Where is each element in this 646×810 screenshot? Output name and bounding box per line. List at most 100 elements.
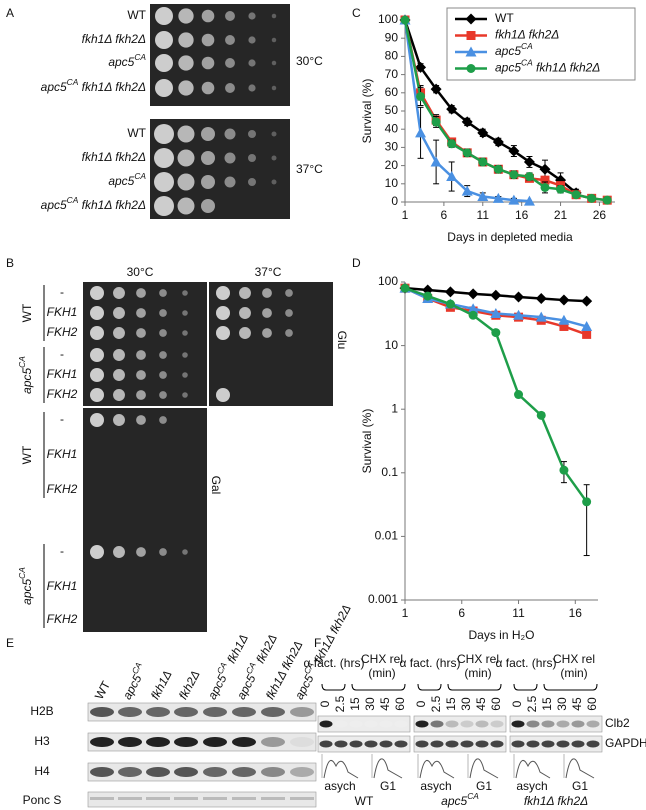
strain-label: WT xyxy=(127,126,146,140)
colony-spot xyxy=(136,350,146,360)
text-part: apc5 xyxy=(205,672,230,702)
blot-band xyxy=(430,720,444,728)
lane-bracket xyxy=(447,683,502,691)
colony-spot xyxy=(248,12,256,20)
panel-label: A xyxy=(6,6,14,20)
panel-label: B xyxy=(6,256,14,270)
colony-spot xyxy=(159,391,167,399)
colony-spot xyxy=(271,131,277,137)
blot-band xyxy=(334,720,348,728)
strain-label: WT xyxy=(127,8,146,22)
blot-band xyxy=(415,740,429,748)
lane-label: 0 xyxy=(318,700,332,707)
data-marker xyxy=(467,288,479,300)
blot-band xyxy=(90,737,114,747)
stain-band xyxy=(261,797,285,800)
blot-strip xyxy=(87,702,317,722)
colony-spot xyxy=(159,371,167,379)
lane-bracket xyxy=(513,683,538,691)
colony-spot xyxy=(201,127,215,141)
data-marker xyxy=(400,283,410,293)
blot-band xyxy=(586,720,600,728)
stain-band xyxy=(290,797,314,800)
colony-spot xyxy=(177,149,195,167)
colony-spot xyxy=(113,414,125,426)
data-marker xyxy=(490,307,502,318)
blot-band xyxy=(526,740,540,748)
panel-label: D xyxy=(352,256,361,270)
data-marker xyxy=(466,31,476,40)
text-part: apc5 xyxy=(495,44,521,58)
text-part: apc5 xyxy=(234,672,259,702)
blot-band xyxy=(146,707,170,717)
text-part: apc5 xyxy=(41,80,67,94)
row-label: H3 xyxy=(34,734,50,748)
row-label: FKH1 xyxy=(47,305,78,319)
row-label: FKH2 xyxy=(47,612,78,626)
data-marker xyxy=(558,314,570,325)
stain-band xyxy=(174,797,198,800)
superscript: CA xyxy=(134,52,146,62)
y-tick-label: 0.1 xyxy=(381,465,398,479)
blot-band xyxy=(460,720,474,728)
row-label: FKH1 xyxy=(47,447,78,461)
data-marker xyxy=(446,171,458,182)
blot-band xyxy=(146,737,170,747)
colony-spot xyxy=(201,9,215,23)
colony-spot xyxy=(271,37,277,43)
text-part: - xyxy=(60,347,64,361)
colony-spot xyxy=(182,330,188,336)
colony-spot xyxy=(262,288,272,298)
legend-label: apc5CA xyxy=(495,41,533,58)
colony-spot xyxy=(155,31,173,49)
y-tick-label: 0.001 xyxy=(368,592,398,606)
text-part: WT xyxy=(355,794,374,808)
blot-band xyxy=(118,737,142,747)
text-part: FKH1 xyxy=(47,305,78,319)
data-marker xyxy=(582,329,592,339)
blot-band xyxy=(394,720,408,728)
data-marker xyxy=(558,294,570,306)
row-label: FKH2 xyxy=(47,482,78,496)
row-label: - xyxy=(60,544,64,558)
data-marker xyxy=(602,195,612,205)
lane-label: 45 xyxy=(474,697,488,711)
colony-spot xyxy=(271,179,277,185)
colony-spot xyxy=(154,196,174,216)
header-label: CHX rel xyxy=(457,652,499,666)
lane-label: 45 xyxy=(378,697,392,711)
data-marker xyxy=(508,194,520,205)
strain-label: apc5CA xyxy=(108,52,146,69)
colony-spot xyxy=(113,349,125,361)
superscript: CA xyxy=(521,41,533,51)
colony-spot xyxy=(285,289,293,297)
colony-spot xyxy=(201,199,215,213)
row-label: Ponc S xyxy=(23,793,62,807)
blot-band xyxy=(174,707,198,717)
colony-spot xyxy=(182,310,188,316)
colony-spot xyxy=(136,288,146,298)
colony-spot xyxy=(225,11,235,21)
x-tick-label: 16 xyxy=(569,606,583,620)
error-bar xyxy=(583,484,590,557)
text-part: WT xyxy=(127,8,146,22)
blot-strip xyxy=(509,715,603,733)
blot-band xyxy=(261,707,285,717)
data-marker xyxy=(431,117,441,127)
data-marker xyxy=(461,185,473,196)
data-marker xyxy=(559,321,569,331)
colony-spot xyxy=(113,307,125,319)
colony-spot xyxy=(113,546,125,558)
text-part: fkh2Δ xyxy=(176,668,203,702)
panel-label: F xyxy=(314,636,321,650)
data-marker xyxy=(465,46,477,57)
colony-spot xyxy=(136,328,146,338)
strain-label: apc5CA xyxy=(441,791,479,808)
data-marker xyxy=(477,191,489,202)
text-part: fkh1Δ fkh2Δ xyxy=(82,32,146,46)
colony-spot xyxy=(136,547,146,557)
colony-spot xyxy=(177,125,195,143)
colony-spot xyxy=(159,351,167,359)
text-part: WT xyxy=(92,678,113,702)
colony-spot xyxy=(216,306,230,320)
